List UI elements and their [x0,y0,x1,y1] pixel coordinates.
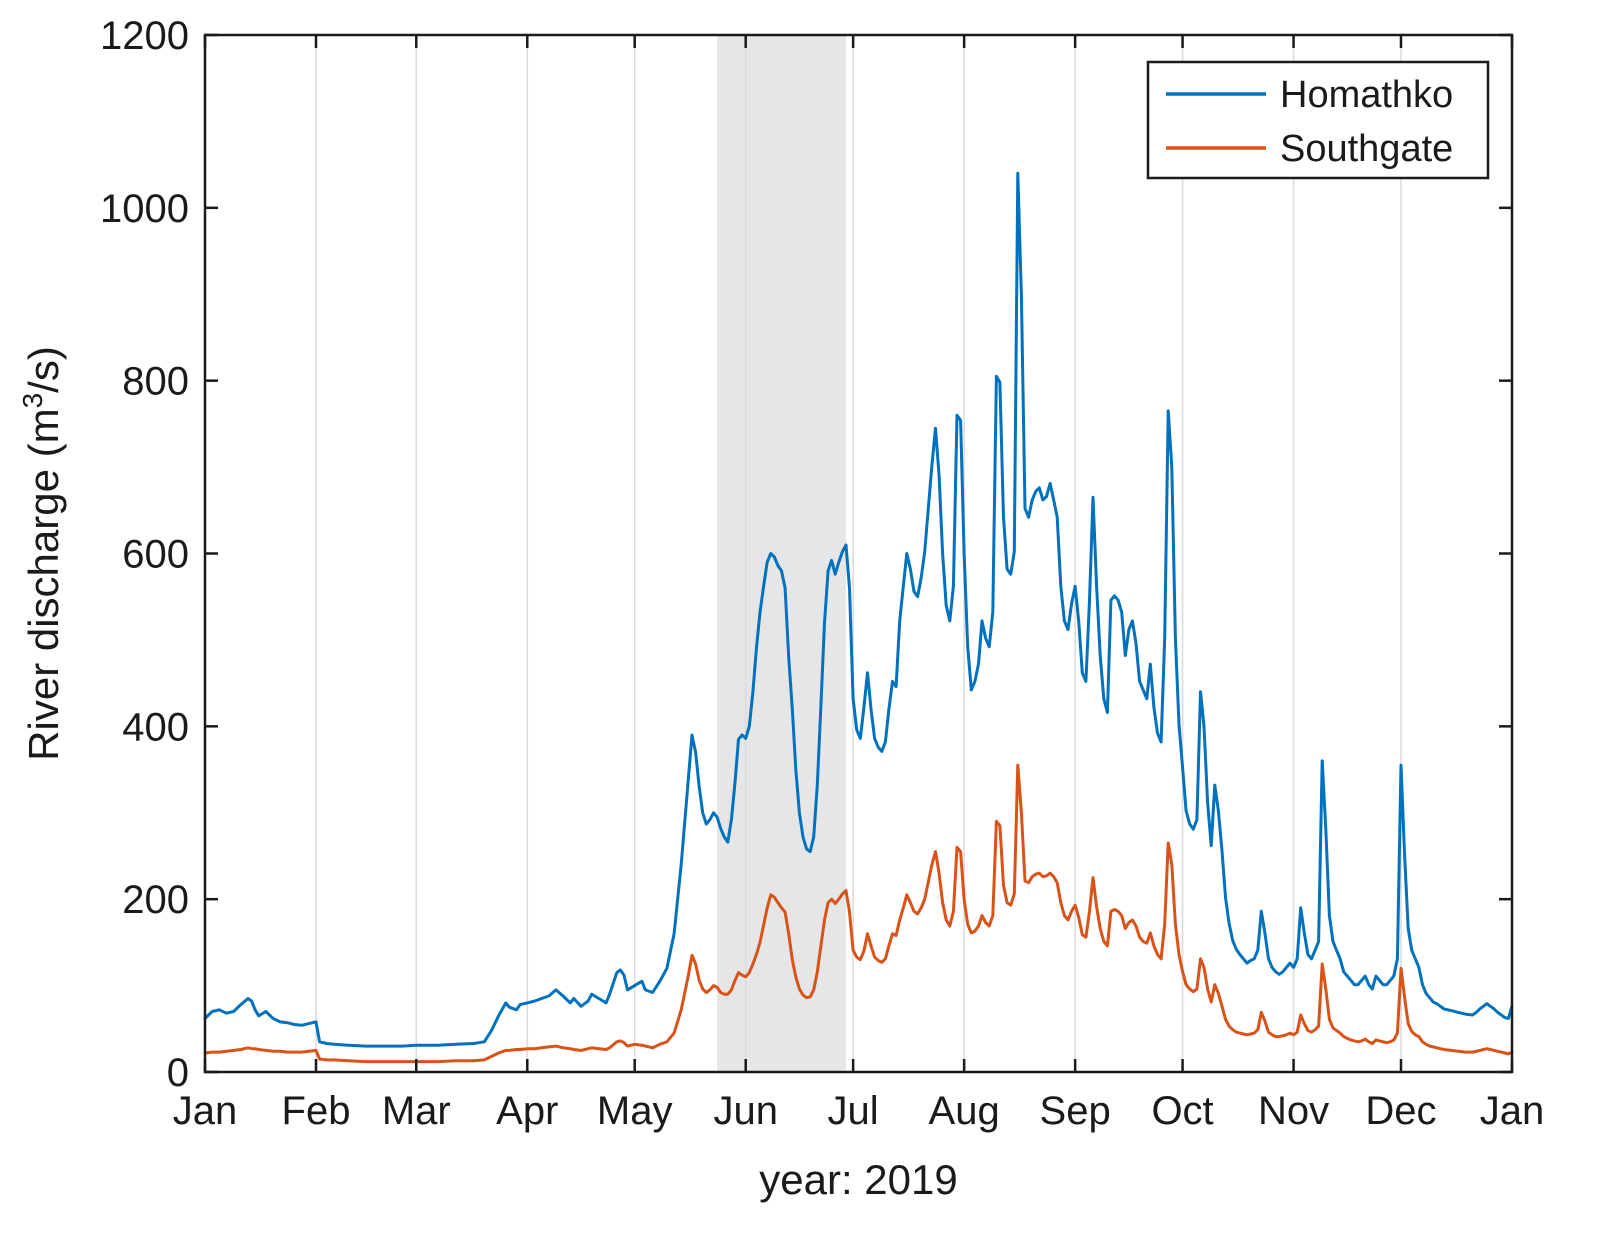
x-tick-label: Apr [496,1089,558,1133]
x-axis-label: year: 2019 [759,1156,957,1203]
y-tick-label: 1000 [100,187,189,231]
y-tick-label: 400 [122,705,189,749]
y-tick-label: 200 [122,878,189,922]
x-tick-label: Feb [282,1089,351,1133]
x-tick-label: Sep [1040,1089,1111,1133]
legend-box [1146,60,1490,180]
y-axis-label: River discharge (m3/s) [17,346,67,761]
legend: Homathko Southgate [1146,60,1490,180]
series-line-southgate [203,763,1514,1064]
x-tick-label: Aug [929,1089,1000,1133]
legend-label-homathko: Homathko [1280,74,1453,116]
y-tick-label: 600 [122,533,189,577]
y-tick-label: 1200 [100,14,189,58]
x-tick-label: Jan [1480,1089,1545,1133]
x-tick-label: Jun [713,1089,778,1133]
shaded-region [717,35,846,1072]
x-tick-label: May [597,1089,673,1133]
x-tick-label: Oct [1151,1089,1213,1133]
x-tick-label: Dec [1365,1089,1436,1133]
series-line-homathko [203,171,1514,1048]
x-tick-label: Mar [382,1089,451,1133]
x-tick-label: Nov [1258,1089,1329,1133]
x-tick-label: Jan [173,1089,238,1133]
y-tick-label: 0 [167,1051,189,1095]
legend-label-southgate: Southgate [1280,128,1453,170]
x-tick-label: Jul [828,1089,879,1133]
y-tick-label: 800 [122,360,189,404]
